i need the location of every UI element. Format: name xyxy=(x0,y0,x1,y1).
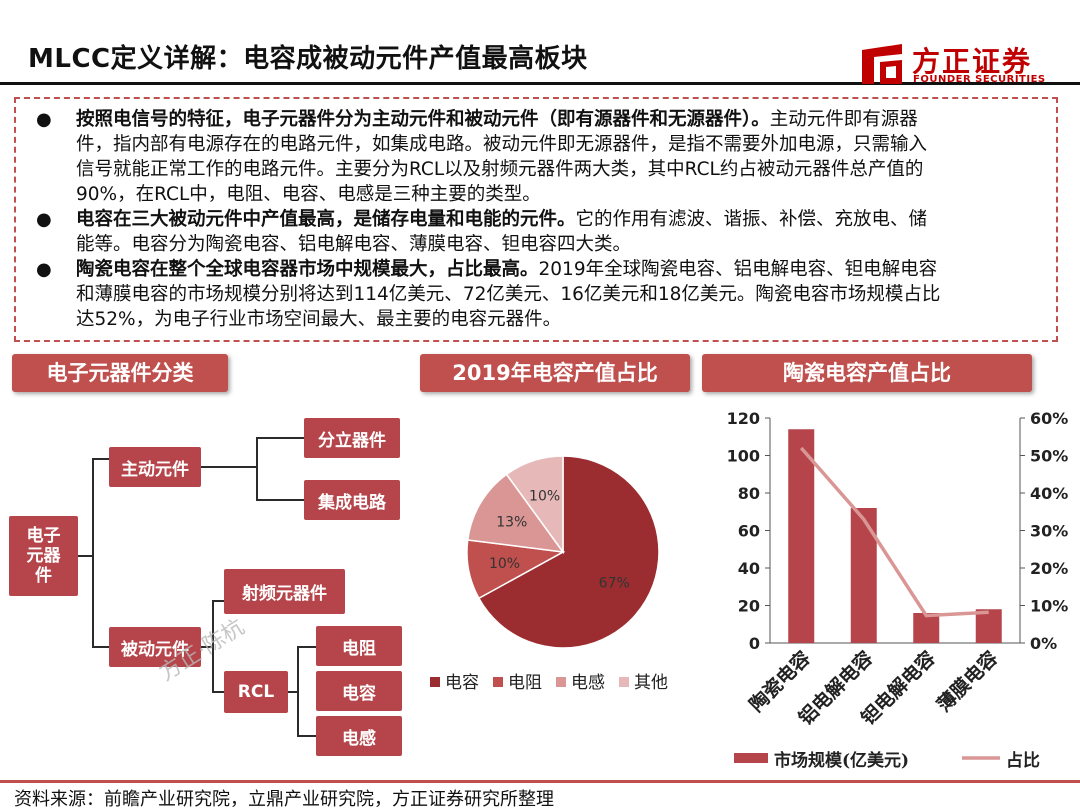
pie-legend-label: 其他 xyxy=(634,673,668,693)
tree-connector xyxy=(297,735,316,737)
y2-tick-label: 50% xyxy=(1030,447,1068,466)
source-footer: 资料来源：前瞻产业研究院，立鼎产业研究院，方正证券研究所整理 xyxy=(0,780,1080,810)
summary-bullet: ● 电容在三大被动元件中产值最高，是储存电量和电能的元件。它的作用有滤波、谐振、… xyxy=(26,207,1046,257)
tree-connector xyxy=(288,691,298,693)
bullet-text: 信号就能正常工作的电路元件。主要分为RCL以及射频元器件两大类，其中RCL约占被… xyxy=(76,159,924,180)
tree-connector xyxy=(212,600,224,602)
y2-tick-label: 20% xyxy=(1030,559,1068,578)
tree-node-inductor: 电感 xyxy=(316,716,402,756)
tree-node-active: 主动元件 xyxy=(109,447,201,487)
tree-connector xyxy=(212,691,224,693)
bullet-text: 件，指内部有电源存在的电路元件，如集成电路。被动元件即无源器件，是指不需要外加电… xyxy=(76,134,928,155)
pie-legend-swatch xyxy=(493,677,503,687)
tree-connector xyxy=(78,555,92,557)
pie-legend-swatch xyxy=(430,677,440,687)
pie-legend-label: 电阻 xyxy=(508,673,542,693)
tree-node-discrete: 分立器件 xyxy=(304,418,400,458)
source-note: 资料来源：前瞻产业研究院，立鼎产业研究院，方正证券研究所整理 xyxy=(14,789,554,810)
y-tick-label: 100 xyxy=(727,447,760,466)
tree-connector xyxy=(92,458,109,460)
bullet-text: 能等。电容分为陶瓷电容、铝电解电容、薄膜电容、钽电容四大类。 xyxy=(76,234,632,255)
pie-slice-2 xyxy=(466,473,565,553)
tree-connector xyxy=(201,646,213,648)
bar xyxy=(850,508,877,643)
y-tick-label: 40 xyxy=(738,559,760,578)
pie-data-label: 10% xyxy=(489,556,520,572)
pie-legend-swatch xyxy=(619,677,629,687)
bar xyxy=(913,613,940,643)
legend-label-line: 占比 xyxy=(1006,750,1040,771)
bullet-text: 它的作用有滤波、谐振、补偿、充放电、储 xyxy=(575,209,928,230)
bullet-dot-icon: ● xyxy=(36,259,52,280)
tree-connector xyxy=(256,499,304,501)
tree-node-rcl: RCL xyxy=(224,671,288,713)
tree-node-capacitor: 电容 xyxy=(316,671,402,711)
summary-bullet: ● 按照电信号的特征，电子元器件分为主动元件和被动元件（即有源器件和无源器件）。… xyxy=(26,107,1046,207)
tree-node-resistor: 电阻 xyxy=(316,626,402,666)
y-tick-label: 60 xyxy=(738,522,760,541)
tree-connector xyxy=(92,646,109,648)
tree-connector xyxy=(256,437,258,500)
summary-box: ● 按照电信号的特征，电子元器件分为主动元件和被动元件（即有源器件和无源器件）。… xyxy=(14,97,1058,342)
bullet-lead: 陶瓷电容在整个全球电容器市场中规模最大，占比最高。 xyxy=(76,259,539,280)
tree-node-ic: 集成电路 xyxy=(304,480,400,520)
pie-legend-label: 电容 xyxy=(445,673,479,693)
summary-bullet: ● 陶瓷电容在整个全球电容器市场中规模最大，占比最高。2019年全球陶瓷电容、铝… xyxy=(26,257,1046,332)
line-series xyxy=(799,446,989,618)
title-divider xyxy=(0,82,1080,85)
tree-node-electronic-components: 电子 元器 件 xyxy=(9,516,78,596)
y2-tick-label: 40% xyxy=(1030,484,1068,503)
bullet-dot-icon: ● xyxy=(36,109,52,130)
y-tick-label: 0 xyxy=(749,634,760,653)
logo-chinese-name: 方正证券 xyxy=(912,45,1033,78)
page-title: MLCC定义详解：电容成被动元件产值最高板块 xyxy=(28,44,588,74)
tree-connector xyxy=(201,466,256,468)
legend-swatch-bar xyxy=(734,753,768,763)
pie-slice-3 xyxy=(505,455,564,555)
x-tick-label: 薄膜电容 xyxy=(932,646,1002,716)
pie-legend-label: 电感 xyxy=(571,673,605,693)
bullet-text: 90%，在RCL中，电阻、电容、电感是三种主要的类型。 xyxy=(76,184,541,205)
tree-connector xyxy=(212,600,214,692)
y-tick-label: 20 xyxy=(738,597,760,616)
section-header-bar: 陶瓷电容产值占比 xyxy=(702,354,1032,392)
pie-chart: 67%10%13%10%电容 电阻 电感 其他 xyxy=(430,455,668,693)
company-logo: 方正证券 FOUNDER SECURITIES xyxy=(860,40,1060,92)
bullet-text: 达52%，为电子行业市场空间最大、最主要的电容元器件。 xyxy=(76,309,562,330)
legend-label-bar: 市场规模(亿美元) xyxy=(774,750,909,771)
pie-legend: 电容 电阻 电感 其他 xyxy=(430,673,668,693)
bullet-text: 2019年全球陶瓷电容、铝电解电容、钽电解电容 xyxy=(538,259,938,280)
tree-connector xyxy=(297,646,316,648)
bar-line-chart: 0204060801001200%10%20%30%40%50%60%陶瓷电容铝… xyxy=(727,409,1069,771)
bullet-lead: 按照电信号的特征，电子元器件分为主动元件和被动元件（即有源器件和无源器件）。 xyxy=(76,109,770,130)
tree-node-rf: 射频元器件 xyxy=(224,569,345,614)
pie-slice-0 xyxy=(477,455,660,649)
y-tick-label: 80 xyxy=(738,484,760,503)
section-header-classification: 电子元器件分类 xyxy=(12,354,228,392)
bullet-text: 和薄膜电容的市场规模分别将达到114亿美元、72亿美元、16亿美元和18亿美元。… xyxy=(76,284,941,305)
y2-tick-label: 60% xyxy=(1030,409,1068,428)
section-header-pie: 2019年电容产值占比 xyxy=(420,354,690,392)
bullet-text: 主动元件即有源器 xyxy=(769,109,918,130)
y-tick-label: 120 xyxy=(727,409,760,428)
logo-english-name: FOUNDER SECURITIES xyxy=(913,74,1046,85)
y2-tick-label: 30% xyxy=(1030,522,1068,541)
tree-connector xyxy=(92,458,94,648)
tree-node-passive: 被动元件 xyxy=(109,627,201,667)
tree-connector xyxy=(256,437,304,439)
pie-legend-swatch xyxy=(556,677,566,687)
tree-connector xyxy=(297,646,299,736)
pie-data-label: 13% xyxy=(496,515,527,531)
pie-data-label: 10% xyxy=(529,488,560,504)
bar xyxy=(788,429,815,643)
bullet-lead: 电容在三大被动元件中产值最高，是储存电量和电能的元件。 xyxy=(76,209,576,230)
pie-data-label: 67% xyxy=(599,575,630,591)
bar xyxy=(975,609,1002,643)
founder-logo-icon xyxy=(862,44,902,84)
y2-tick-label: 10% xyxy=(1030,597,1068,616)
y2-tick-label: 0% xyxy=(1030,634,1057,653)
bullet-dot-icon: ● xyxy=(36,209,52,230)
